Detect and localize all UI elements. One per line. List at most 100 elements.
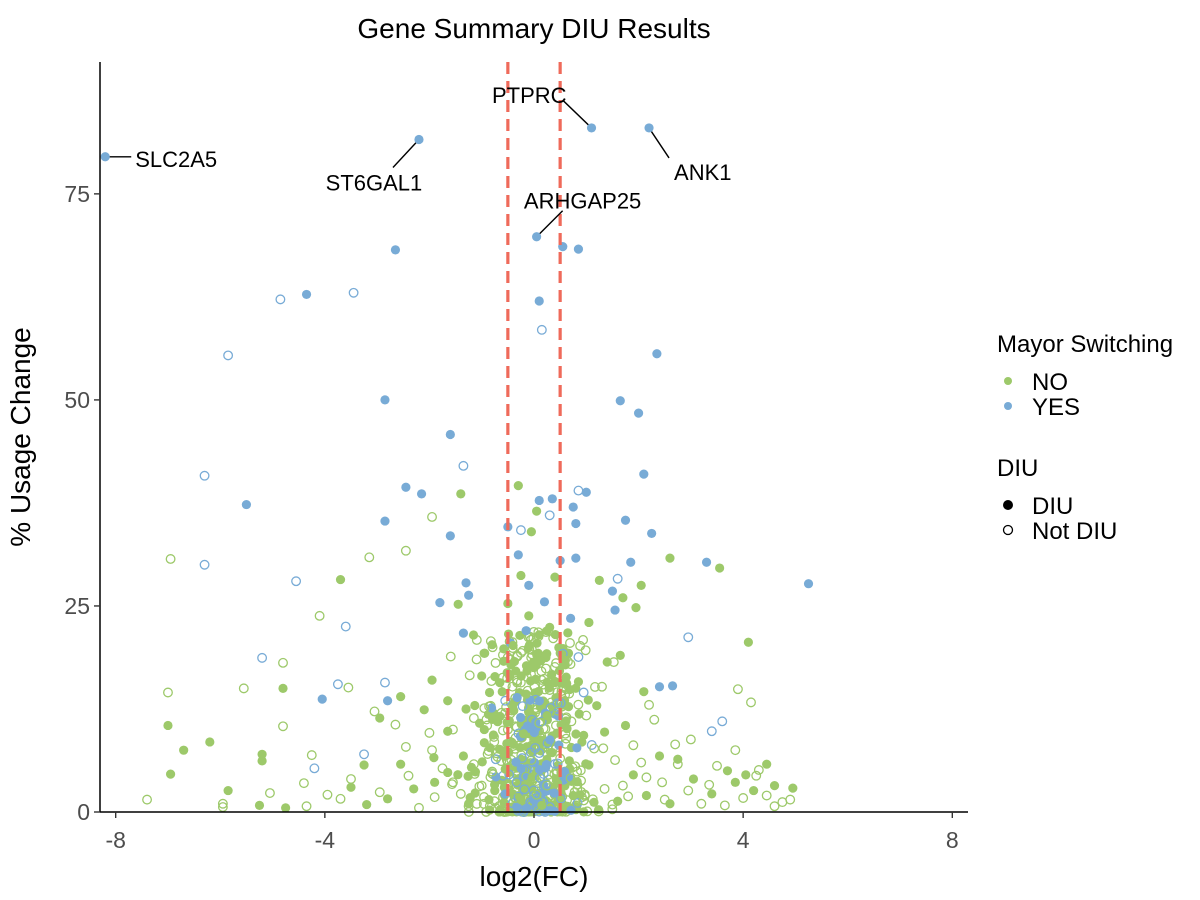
x-axis-title: log2(FC) — [480, 861, 589, 892]
data-point — [644, 699, 654, 710]
core-point-no — [515, 630, 525, 641]
data-point — [508, 640, 518, 651]
core-point-yes — [541, 759, 552, 770]
legend-shape-title: DIU — [997, 455, 1038, 482]
core-point-yes — [534, 772, 545, 783]
core-point-no — [489, 731, 499, 742]
core-point-no — [524, 644, 535, 655]
data-point — [335, 793, 346, 804]
data-point — [400, 545, 411, 556]
data-point — [670, 739, 681, 750]
data-point — [620, 515, 631, 525]
data-point — [573, 677, 584, 687]
data-point — [238, 683, 249, 694]
data-point — [639, 687, 649, 697]
core-point-no — [570, 761, 581, 772]
core-point-yes — [487, 703, 497, 713]
data-point — [633, 408, 644, 418]
data-point — [369, 706, 380, 717]
data-point — [301, 801, 312, 812]
data-point — [584, 760, 594, 770]
core-point-no — [453, 770, 463, 780]
data-point — [707, 789, 717, 799]
data-point — [492, 751, 503, 762]
legend-key-no — [1004, 377, 1012, 385]
gene-label: SLC2A5 — [135, 147, 217, 172]
data-point — [513, 481, 523, 491]
data-point — [490, 785, 500, 796]
data-point — [443, 726, 453, 736]
data-point — [534, 718, 545, 728]
data-point — [414, 802, 424, 813]
data-point — [641, 790, 652, 801]
data-point — [511, 666, 521, 676]
data-point — [683, 785, 694, 796]
core-point-no — [429, 753, 439, 763]
data-point — [599, 783, 610, 794]
legend: Mayor Switching NO YES DIU DIU Not DIU — [997, 331, 1173, 545]
data-point — [364, 552, 375, 563]
x-tick-label: -4 — [315, 827, 336, 853]
core-point-no — [583, 695, 593, 705]
core-point-yes — [538, 780, 549, 790]
data-point — [479, 703, 490, 714]
data-point — [788, 783, 798, 793]
data-point — [291, 576, 302, 587]
data-point — [505, 736, 516, 747]
core-point-no — [573, 699, 584, 710]
data-point — [382, 794, 393, 804]
data-point — [550, 572, 560, 582]
core-point-no — [490, 672, 500, 682]
core-point-no — [575, 790, 585, 800]
core-point-yes — [534, 696, 544, 706]
data-point — [665, 553, 675, 563]
data-point — [532, 506, 542, 516]
data-point — [298, 778, 309, 789]
data-point — [241, 499, 252, 510]
data-point — [163, 720, 173, 731]
data-point — [456, 489, 466, 499]
core-point-no — [565, 638, 575, 648]
data-point — [592, 701, 602, 711]
data-point — [380, 677, 390, 688]
data-point — [348, 287, 359, 298]
data-point — [584, 617, 594, 628]
data-point — [479, 724, 489, 735]
data-point — [537, 800, 547, 811]
data-point — [396, 692, 406, 702]
data-point — [199, 559, 210, 570]
data-point — [581, 710, 592, 721]
data-point — [223, 350, 234, 361]
data-point — [615, 396, 625, 406]
data-point — [762, 759, 772, 769]
data-point — [257, 756, 267, 766]
core-point-yes — [518, 772, 528, 782]
core-point-no — [508, 700, 518, 710]
data-point — [458, 460, 469, 471]
data-point — [380, 395, 390, 405]
core-point-yes — [491, 772, 501, 782]
data-point — [165, 554, 176, 564]
data-point — [730, 777, 740, 787]
core-point-no — [489, 796, 500, 807]
core-point-yes — [552, 758, 563, 769]
data-point — [654, 751, 665, 761]
data-point — [510, 793, 521, 803]
data-point — [443, 696, 453, 706]
data-point — [542, 780, 553, 791]
data-point — [521, 689, 531, 699]
data-point — [429, 792, 440, 803]
data-point — [419, 705, 429, 715]
core-point-no — [504, 772, 515, 783]
core-point-yes — [517, 701, 528, 712]
data-point — [785, 794, 796, 805]
core-point-yes — [529, 795, 539, 805]
core-point-no — [607, 804, 618, 815]
data-point — [571, 553, 581, 563]
data-point — [599, 727, 610, 737]
data-point — [346, 774, 356, 784]
data-point — [516, 570, 526, 581]
data-point — [314, 610, 325, 621]
data-point — [217, 798, 228, 809]
